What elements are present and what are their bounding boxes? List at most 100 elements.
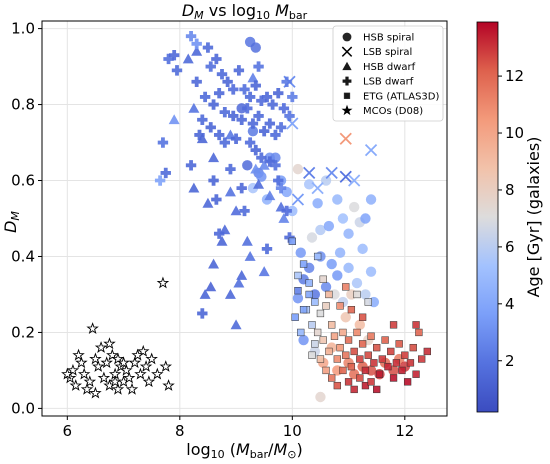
data-point-plus — [213, 228, 225, 239]
data-point-circle — [360, 213, 371, 224]
data-point-plus — [258, 125, 270, 137]
data-point-star — [139, 360, 153, 372]
data-point-square — [395, 340, 403, 348]
data-point-square — [336, 343, 344, 352]
legend-label: MCOs (D08) — [363, 106, 423, 117]
data-point-square — [412, 370, 420, 378]
data-point-plus — [261, 243, 273, 255]
data-point-square — [353, 290, 361, 299]
data-point-circle — [250, 42, 261, 53]
x-tick-label: 8 — [175, 422, 185, 440]
data-point-plus — [211, 194, 222, 205]
data-point-triangle — [244, 250, 256, 261]
data-point-circle — [242, 160, 253, 171]
data-point-square — [389, 321, 398, 329]
data-point-plus — [197, 308, 208, 319]
data-point-plus — [261, 91, 273, 103]
data-point-plus — [191, 76, 202, 87]
data-point-square — [311, 298, 319, 306]
data-point-plus — [239, 205, 250, 217]
x-tick-label: 12 — [395, 422, 414, 440]
data-point-circle — [360, 289, 371, 300]
data-point-triangle — [250, 163, 262, 174]
data-point-square — [344, 336, 353, 344]
data-point-star — [80, 382, 94, 395]
data-point-plus — [154, 175, 166, 186]
x-tick-label: 10 — [283, 422, 302, 440]
data-point-x — [325, 166, 338, 180]
data-point-star — [86, 322, 99, 334]
data-point-star — [103, 337, 116, 350]
data-point-x — [303, 166, 316, 180]
data-point-plus — [253, 61, 264, 72]
chart-title: DM vs log10 Mbar — [182, 1, 308, 22]
data-point-star — [108, 375, 122, 388]
data-point-star — [120, 363, 133, 376]
data-point-square — [342, 351, 350, 359]
data-point-plus — [185, 160, 197, 171]
data-point-plus — [168, 49, 180, 61]
data-point-plus — [267, 99, 278, 110]
y-tick-label: 1.0 — [11, 20, 35, 38]
data-point-plus — [233, 65, 245, 76]
x-axis-label: log10 (Mbar/M⊙) — [186, 440, 302, 461]
data-point-plus — [197, 114, 208, 125]
legend-marker-circle — [342, 32, 352, 42]
data-point-triangle — [264, 190, 276, 201]
data-point-plus — [228, 110, 239, 122]
data-point-circle — [236, 103, 247, 114]
data-point-plus — [250, 80, 261, 91]
data-point-triangle — [216, 235, 228, 246]
data-point-star — [151, 367, 164, 380]
data-point-square — [297, 328, 305, 337]
data-point-square — [347, 306, 356, 314]
data-point-circle — [292, 163, 304, 175]
data-point-star — [128, 356, 142, 369]
data-point-plus — [211, 53, 222, 65]
data-point-star — [131, 348, 144, 361]
colorbar-tick-label: 10 — [505, 124, 524, 142]
legend-label: HSB spiral — [363, 33, 414, 44]
data-point-triangle — [191, 45, 203, 56]
series-etg-atlas3d — [288, 237, 431, 394]
data-point-plus — [199, 91, 211, 103]
data-point-square — [378, 355, 386, 363]
data-point-square — [339, 366, 347, 375]
data-point-circle — [348, 201, 360, 213]
colorbar-tick-label: 12 — [505, 67, 524, 85]
data-point-plus — [228, 84, 239, 95]
data-point-star — [72, 348, 85, 361]
data-point-triangle — [208, 152, 220, 163]
data-point-circle — [306, 232, 318, 243]
data-point-triangle — [196, 133, 208, 144]
data-point-square — [308, 321, 316, 329]
data-point-triangle — [258, 159, 270, 170]
data-point-star — [145, 352, 158, 365]
data-point-square — [319, 336, 327, 344]
data-point-triangle — [253, 178, 265, 189]
data-point-plus — [242, 103, 253, 114]
data-point-triangle — [182, 53, 194, 64]
data-point-plus — [273, 175, 284, 186]
series-hsb-dwarf — [168, 45, 290, 330]
data-point-triangle — [168, 114, 180, 125]
data-point-plus — [281, 76, 292, 87]
data-point-x — [364, 143, 378, 157]
data-point-plus — [157, 137, 169, 148]
data-point-plus — [230, 133, 242, 144]
axis-ticks: 6 8 10 12 0.0 0.2 0.4 0.6 0.8 1.0 — [11, 20, 414, 440]
data-point-star — [89, 352, 102, 365]
data-point-plus — [287, 91, 298, 103]
data-point-square — [333, 381, 341, 390]
data-point-triangle — [199, 288, 211, 299]
data-point-plus — [250, 144, 261, 156]
data-point-circle — [303, 179, 315, 190]
data-point-plus — [202, 42, 214, 53]
data-marks — [61, 30, 431, 403]
data-point-square — [330, 332, 339, 340]
legend-label: HSB dwarf — [363, 62, 416, 73]
data-point-square — [361, 381, 370, 390]
data-point-star — [100, 356, 113, 369]
data-point-plus — [278, 103, 290, 114]
data-point-plus — [185, 30, 197, 42]
